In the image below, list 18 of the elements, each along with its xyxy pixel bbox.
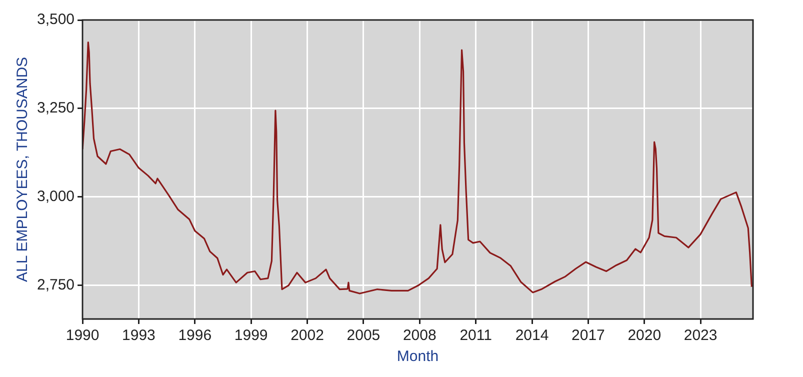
- x-tick-label: 2020: [628, 327, 662, 344]
- x-tick-label: 1999: [234, 327, 268, 344]
- x-tick-label: 2014: [515, 327, 549, 344]
- x-axis-title: Month: [396, 348, 439, 366]
- y-tick-label: 3,250: [36, 100, 75, 117]
- x-tick-label: 2011: [460, 327, 492, 344]
- x-tick-label: 1993: [122, 327, 156, 344]
- x-tick-label: 1990: [66, 327, 100, 344]
- y-tick-label: 2,750: [36, 276, 75, 294]
- y-tick-label: 3,500: [36, 11, 75, 28]
- x-tick-label: 1996: [178, 327, 212, 344]
- y-axis-title: ALL EMPLOYEES, THOUSANDS: [14, 56, 32, 282]
- x-tick-label: 2008: [402, 327, 436, 344]
- x-tick-label: 2005: [346, 327, 380, 344]
- x-tick-label: 2017: [572, 327, 605, 344]
- x-tick-label: 2023: [684, 327, 718, 344]
- y-tick-label: 3,000: [36, 188, 75, 206]
- x-tick-label: 2002: [290, 327, 324, 344]
